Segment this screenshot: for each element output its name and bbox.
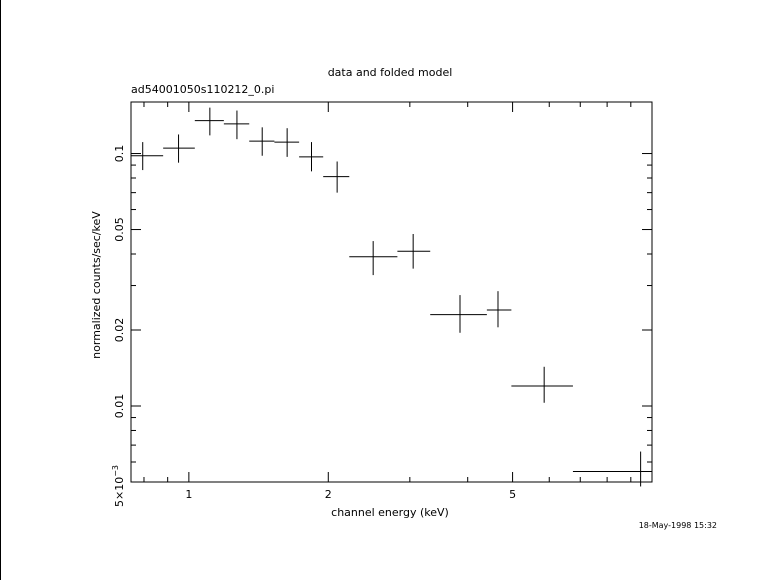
data-point [511, 366, 573, 403]
data-point [249, 127, 275, 156]
y-tick-label-exponent: 5×10−3 [111, 465, 126, 507]
data-point [223, 110, 250, 140]
data-point [274, 128, 300, 157]
data-points-layer [131, 107, 652, 487]
x-tick-label: 1 [185, 488, 192, 501]
data-point [572, 451, 652, 487]
plot-frame-layer [130, 101, 653, 483]
data-point [299, 142, 324, 172]
chart-title: data and folded model [328, 66, 453, 79]
x-axis-label: channel energy (keV) [331, 506, 449, 519]
y-tick-mantissa: 5×10 [113, 477, 126, 507]
axis-ticks-layer [131, 102, 652, 483]
plot-frame [130, 101, 653, 483]
axis-labels-layer: 1 2 5 0.1 0.05 0.02 0.01 5×10−3 [111, 145, 516, 507]
y-tick-label: 0.1 [113, 145, 126, 163]
x-tick-label: 2 [325, 488, 332, 501]
chart-subtitle: ad54001050s110212_0.pi [131, 83, 274, 96]
data-point [323, 161, 350, 193]
data-point [397, 234, 431, 269]
data-point [194, 107, 224, 136]
y-axis-label: normalized counts/sec/keV [90, 211, 103, 359]
y-tick-label: 0.02 [113, 318, 126, 343]
data-point [486, 291, 512, 328]
data-point [430, 295, 487, 333]
x-tick-label: 5 [509, 488, 516, 501]
y-tick-exponent: −3 [111, 465, 120, 477]
data-point [349, 241, 398, 276]
data-point [131, 142, 164, 171]
data-point [163, 134, 195, 163]
y-tick-label: 0.05 [113, 217, 126, 242]
timestamp: 18-May-1998 15:32 [639, 521, 717, 530]
y-tick-label: 0.01 [113, 394, 126, 419]
